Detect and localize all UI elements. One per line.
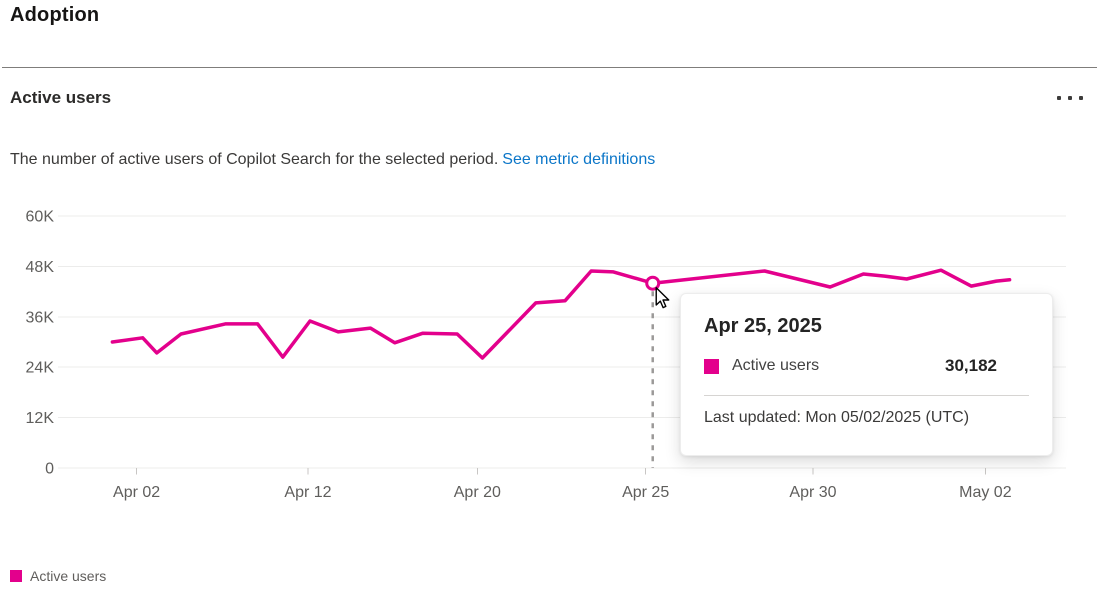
chart-tooltip: Apr 25, 2025 Active users 30,182 Last up… [680,293,1053,456]
tooltip-series-row: Active users 30,182 [704,356,1029,376]
tooltip-last-updated: Last updated: Mon 05/02/2025 (UTC) [704,409,970,426]
tooltip-series-color-swatch [704,358,719,374]
x-axis-label-Apr 25: Apr 25 [622,484,669,501]
description-text: The number of active users of Copilot Se… [10,151,499,168]
legend-label: Active users [30,568,107,584]
more-actions-button[interactable] [1046,85,1094,111]
tooltip-series-label: Active users [732,357,820,374]
tooltip-divider [704,395,1029,396]
y-axis-label-60K: 60K [26,209,55,226]
x-axis-label-Apr 12: Apr 12 [284,484,331,501]
card-title: Active users [10,88,112,107]
chart-description: The number of active users of Copilot Se… [10,149,655,171]
page-title: Adoption [10,4,100,26]
mouse-cursor-icon [655,287,670,309]
x-axis-label-Apr 20: Apr 20 [454,484,501,501]
x-axis-label-Apr 30: Apr 30 [789,484,836,501]
y-axis-label-12K: 12K [26,410,55,427]
section-divider [2,67,1097,68]
x-axis-label-Apr 02: Apr 02 [113,484,160,501]
tooltip-date: Apr 25, 2025 [704,315,822,337]
y-axis-label-24K: 24K [26,360,55,377]
y-axis-label-0: 0 [45,461,54,478]
y-axis-label-48K: 48K [26,259,55,276]
see-metric-definitions-link[interactable]: See metric definitions [502,151,656,168]
tooltip-value: 30,182 [945,356,997,375]
legend-color-swatch [10,570,22,582]
chart-legend: Active users [10,568,106,584]
hover-point-marker[interactable] [645,275,661,291]
y-axis-label-36K: 36K [26,309,55,326]
x-axis-label-May 02: May 02 [959,484,1012,501]
series-line-active-users[interactable] [110,268,1012,360]
more-horizontal-icon [1057,96,1083,100]
